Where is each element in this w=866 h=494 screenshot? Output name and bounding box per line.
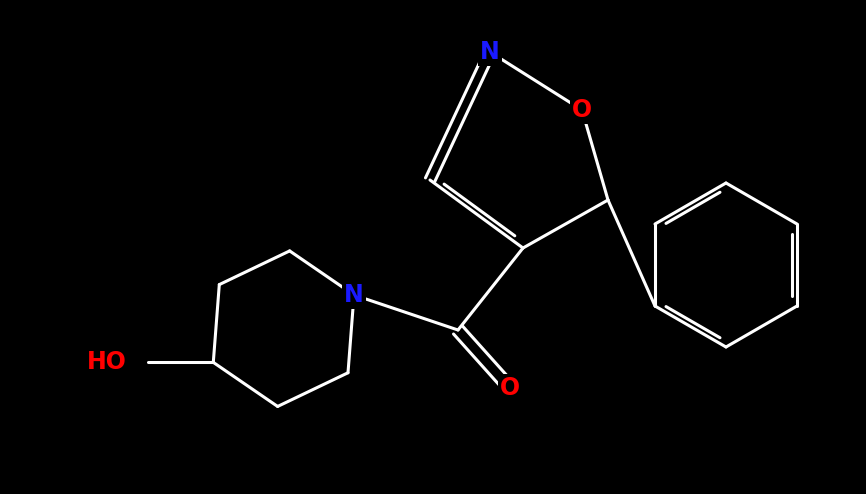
Text: HO: HO (87, 350, 126, 374)
Text: O: O (572, 98, 592, 122)
Text: N: N (480, 40, 500, 64)
Text: N: N (344, 283, 364, 307)
Text: O: O (500, 376, 520, 400)
